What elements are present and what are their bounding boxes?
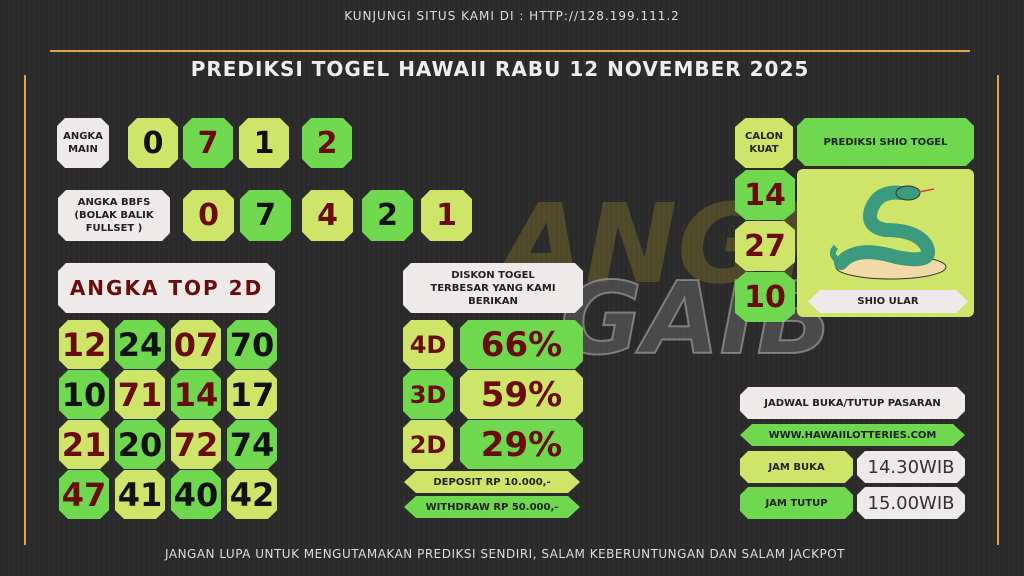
calon-kuat-label: CALON KUAT: [735, 118, 793, 168]
angka-main-digit: 1: [239, 118, 289, 168]
diskon-type: 4D: [403, 320, 453, 369]
frame-left: [24, 75, 26, 545]
diskon-type: 2D: [403, 420, 453, 469]
diskon-percent: 29%: [460, 420, 583, 469]
top2d-number: 24: [115, 320, 165, 369]
calon-kuat-number: 27: [735, 221, 795, 271]
bbfs-label: ANGKA BBFS (BOLAK BALIK FULLSET ): [58, 190, 170, 241]
angka-main-digit: 7: [183, 118, 233, 168]
jam-buka-value: 14.30WIB: [857, 451, 965, 483]
top2d-number: 42: [227, 470, 277, 519]
angka-main-digit: 0: [128, 118, 178, 168]
frame-top: [50, 50, 970, 52]
top2d-number: 74: [227, 420, 277, 469]
snake-icon: [829, 185, 946, 280]
angka-main-digit: 2: [302, 118, 352, 168]
jam-tutup-value: 15.00WIB: [857, 487, 965, 519]
watermark-gaib: GAIB: [559, 259, 834, 378]
diskon-percent: 59%: [460, 370, 583, 419]
shio-header: PREDIKSI SHIO TOGEL: [797, 118, 974, 166]
jadwal-label: JADWAL BUKA/TUTUP PASARAN: [740, 387, 965, 419]
bbfs-digit: 1: [421, 190, 472, 241]
footer-text: JANGAN LUPA UNTUK MENGUTAMAKAN PREDIKSI …: [165, 547, 845, 561]
top2d-number: 70: [227, 320, 277, 369]
top2d-number: 07: [171, 320, 221, 369]
top2d-number: 71: [115, 370, 165, 419]
top2d-number: 17: [227, 370, 277, 419]
bbfs-digit: 0: [183, 190, 234, 241]
diskon-percent: 66%: [460, 320, 583, 369]
deposit-info: DEPOSIT RP 10.000,-: [404, 471, 580, 493]
top2d-number: 21: [59, 420, 109, 469]
top2d-number: 40: [171, 470, 221, 519]
bbfs-digit: 2: [362, 190, 413, 241]
shio-name: SHIO ULAR: [808, 290, 968, 313]
top2d-number: 10: [59, 370, 109, 419]
top2d-number: 47: [59, 470, 109, 519]
jam-tutup-label: JAM TUTUP: [740, 487, 853, 519]
withdraw-info: WITHDRAW RP 50.000,-: [404, 496, 580, 518]
diskon-label: DISKON TOGEL TERBESAR YANG KAMI BERIKAN: [403, 263, 583, 313]
diskon-type: 3D: [403, 370, 453, 419]
hawaii-site-link[interactable]: WWW.HAWAIILOTTERIES.COM: [740, 424, 965, 446]
calon-kuat-number: 14: [735, 170, 795, 220]
angka-main-label: ANGKA MAIN: [57, 118, 109, 168]
top2d-number: 12: [59, 320, 109, 369]
site-text: KUNJUNGI SITUS KAMI DI : HTTP://128.199.…: [344, 9, 680, 23]
page-title: PREDIKSI TOGEL HAWAII RABU 12 NOVEMBER 2…: [190, 57, 810, 81]
top2d-number: 20: [115, 420, 165, 469]
top2d-label: ANGKA TOP 2D: [58, 263, 275, 313]
bbfs-digit: 7: [240, 190, 291, 241]
frame-right: [997, 75, 999, 545]
top2d-number: 14: [171, 370, 221, 419]
top2d-number: 41: [115, 470, 165, 519]
top2d-number: 72: [171, 420, 221, 469]
bbfs-digit: 4: [302, 190, 353, 241]
calon-kuat-number: 10: [735, 272, 795, 322]
jam-buka-label: JAM BUKA: [740, 451, 853, 483]
